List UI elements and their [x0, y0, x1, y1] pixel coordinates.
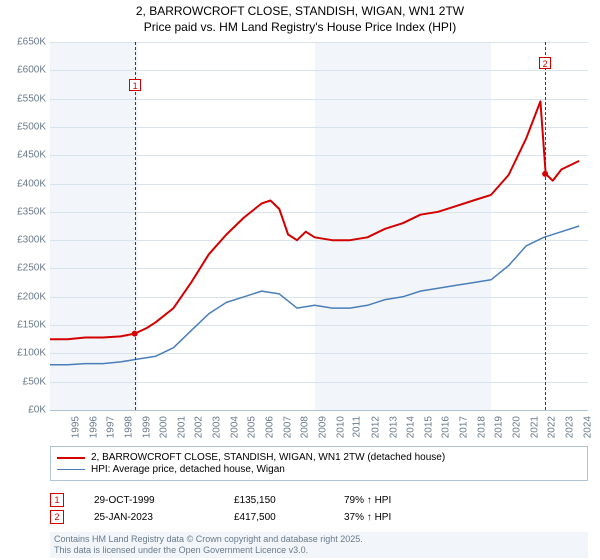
y-axis-label: £200K [17, 291, 46, 302]
event-row-marker: 1 [50, 493, 64, 507]
event-marker: 2 [539, 57, 551, 69]
x-axis-label: 1997 [106, 416, 117, 438]
event-line [545, 42, 546, 410]
x-axis-label: 2012 [370, 416, 381, 438]
x-axis-label: 2014 [405, 416, 416, 438]
footer-line-1: Contains HM Land Registry data © Crown c… [54, 534, 363, 544]
legend-label: 2, BARROWCROFT CLOSE, STANDISH, WIGAN, W… [91, 452, 445, 463]
title-line-2: Price paid vs. HM Land Registry's House … [144, 20, 456, 34]
x-axis-label: 2022 [547, 416, 558, 438]
y-axis-label: £550K [17, 93, 46, 104]
x-axis-label: 2010 [335, 416, 346, 438]
y-axis-label: £450K [17, 150, 46, 161]
legend: 2, BARROWCROFT CLOSE, STANDISH, WIGAN, W… [50, 446, 588, 481]
series-price_paid [50, 101, 579, 339]
event-row: 2 25-JAN-2023 £417,500 37% ↑ HPI [50, 510, 588, 524]
legend-label: HPI: Average price, detached house, Wiga… [91, 464, 285, 475]
event-diff: 79% ↑ HPI [344, 495, 434, 506]
y-axis-label: £350K [17, 206, 46, 217]
event-row: 1 29-OCT-1999 £135,150 79% ↑ HPI [50, 493, 588, 507]
x-axis-label: 1998 [123, 416, 134, 438]
footer-attribution: Contains HM Land Registry data © Crown c… [50, 532, 588, 558]
y-axis-label: £250K [17, 263, 46, 274]
x-axis-label: 2007 [282, 416, 293, 438]
event-price: £417,500 [234, 512, 314, 523]
x-axis-label: 1995 [70, 416, 81, 438]
x-axis-label: 2002 [194, 416, 205, 438]
event-row-marker: 2 [50, 510, 64, 524]
plot-area: £0K£50K£100K£150K£200K£250K£300K£350K£40… [50, 42, 588, 410]
x-axis-label: 2024 [582, 416, 593, 438]
x-axis-label: 2021 [529, 416, 540, 438]
y-axis-label: £500K [17, 121, 46, 132]
x-axis-label: 2008 [300, 416, 311, 438]
event-date: 29-OCT-1999 [94, 495, 204, 506]
chart-container: 2, BARROWCROFT CLOSE, STANDISH, WIGAN, W… [0, 0, 600, 560]
y-axis-label: £400K [17, 178, 46, 189]
x-axis-label: 2015 [423, 416, 434, 438]
y-axis-label: £100K [17, 348, 46, 359]
x-axis-label: 2011 [352, 416, 363, 438]
x-axis-label: 1999 [141, 416, 152, 438]
x-axis-label: 2020 [511, 416, 522, 438]
event-diff: 37% ↑ HPI [344, 512, 434, 523]
y-axis-label: £600K [17, 65, 46, 76]
x-axis-label: 2004 [229, 416, 240, 438]
legend-swatch [57, 469, 85, 471]
y-axis-label: £150K [17, 320, 46, 331]
x-axis-label: 2006 [264, 416, 275, 438]
series-hpi [50, 226, 579, 365]
x-axis-label: 2023 [564, 416, 575, 438]
x-axis-label: 2019 [494, 416, 505, 438]
gridline [50, 410, 588, 411]
x-axis-label: 2003 [211, 416, 222, 438]
y-axis-label: £0K [28, 405, 46, 416]
footer-line-2: This data is licensed under the Open Gov… [54, 545, 308, 555]
x-axis-label: 1996 [88, 416, 99, 438]
event-price: £135,150 [234, 495, 314, 506]
events-table: 1 29-OCT-1999 £135,150 79% ↑ HPI 2 25-JAN-202… [50, 490, 588, 527]
x-axis-label: 2005 [247, 416, 258, 438]
x-axis-label: 2009 [317, 416, 328, 438]
event-line [135, 42, 136, 410]
line-series-svg [50, 42, 588, 410]
legend-row: HPI: Average price, detached house, Wiga… [57, 464, 581, 475]
x-axis-label: 2017 [458, 416, 469, 438]
y-axis-label: £50K [23, 376, 46, 387]
x-axis-label: 2000 [158, 416, 169, 438]
legend-swatch [57, 457, 85, 459]
event-date: 25-JAN-2023 [94, 512, 204, 523]
x-axis-label: 2018 [476, 416, 487, 438]
chart-title: 2, BARROWCROFT CLOSE, STANDISH, WIGAN, W… [0, 0, 600, 35]
y-axis-label: £650K [17, 37, 46, 48]
x-axis-label: 2013 [388, 416, 399, 438]
y-axis-label: £300K [17, 235, 46, 246]
legend-row: 2, BARROWCROFT CLOSE, STANDISH, WIGAN, W… [57, 452, 581, 463]
event-marker: 1 [129, 79, 141, 91]
x-axis-label: 2001 [176, 416, 187, 438]
title-line-1: 2, BARROWCROFT CLOSE, STANDISH, WIGAN, W… [136, 4, 464, 18]
x-axis-label: 2016 [441, 416, 452, 438]
